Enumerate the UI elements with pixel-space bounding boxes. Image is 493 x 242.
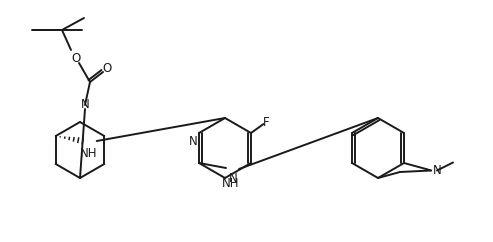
Text: O: O: [103, 61, 111, 75]
Text: F: F: [263, 116, 270, 129]
Text: O: O: [71, 52, 81, 65]
Text: N: N: [81, 98, 89, 112]
Text: N: N: [433, 164, 442, 177]
Text: NH: NH: [80, 147, 98, 160]
Text: N: N: [189, 135, 198, 148]
Text: N: N: [229, 172, 238, 184]
Text: NH: NH: [222, 177, 240, 190]
